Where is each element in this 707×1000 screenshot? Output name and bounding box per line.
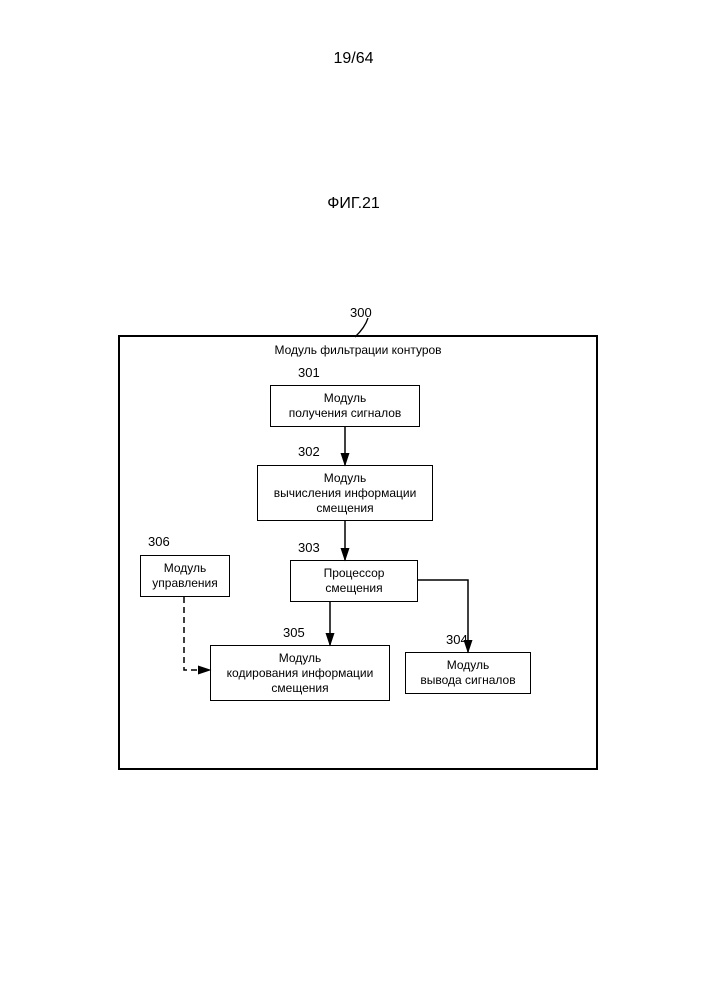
ref-301: 301 bbox=[298, 365, 320, 380]
ref-303: 303 bbox=[298, 540, 320, 555]
node-text-line: кодирования информации bbox=[227, 666, 374, 681]
node-301: Модульполучения сигналов bbox=[270, 385, 420, 427]
node-text-line: Модуль bbox=[279, 651, 322, 666]
node-text-line: Модуль bbox=[324, 471, 367, 486]
ref-304: 304 bbox=[446, 632, 468, 647]
node-text-line: вывода сигналов bbox=[420, 673, 515, 688]
node-text-line: смещения bbox=[325, 581, 382, 596]
node-text-line: Процессор bbox=[324, 566, 385, 581]
page-number: 19/64 bbox=[333, 50, 373, 68]
node-303: Процессорсмещения bbox=[290, 560, 418, 602]
node-text-line: смещения bbox=[271, 681, 328, 696]
ref-306: 306 bbox=[148, 534, 170, 549]
node-304: Модульвывода сигналов bbox=[405, 652, 531, 694]
ref-300: 300 bbox=[350, 305, 372, 320]
ref-305: 305 bbox=[283, 625, 305, 640]
node-text-line: Модуль bbox=[164, 561, 207, 576]
node-text-line: получения сигналов bbox=[289, 406, 402, 421]
node-text-line: вычисления информации bbox=[274, 486, 417, 501]
container-title: Модуль фильтрации контуров bbox=[274, 343, 441, 357]
node-text-line: Модуль bbox=[324, 391, 367, 406]
node-text-line: Модуль bbox=[447, 658, 490, 673]
ref-302: 302 bbox=[298, 444, 320, 459]
node-306: Модульуправления bbox=[140, 555, 230, 597]
node-text-line: смещения bbox=[316, 501, 373, 516]
node-305: Модулькодирования информациисмещения bbox=[210, 645, 390, 701]
figure-title: ФИГ.21 bbox=[327, 195, 380, 213]
node-text-line: управления bbox=[152, 576, 217, 591]
node-302: Модульвычисления информациисмещения bbox=[257, 465, 433, 521]
